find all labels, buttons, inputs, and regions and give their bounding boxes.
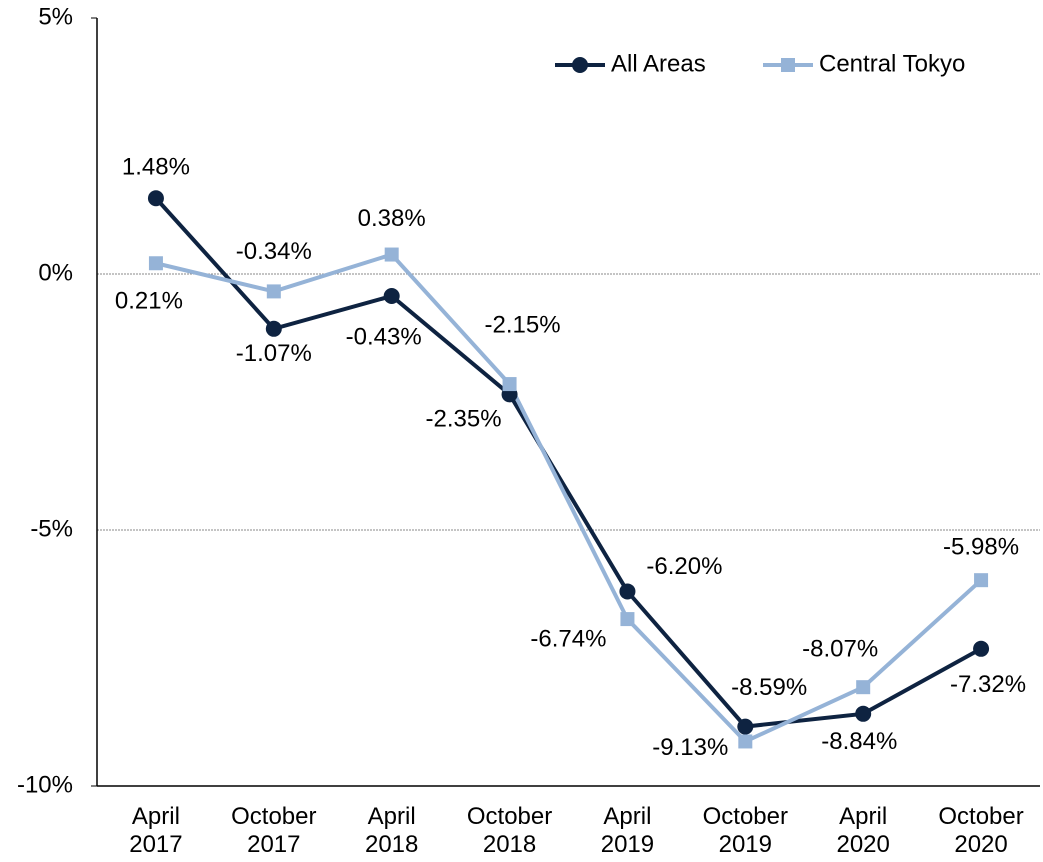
data-label: -0.34% (236, 238, 312, 265)
data-label: -6.74% (530, 625, 606, 652)
marker (147, 190, 164, 207)
marker (856, 680, 871, 695)
data-label: -8.07% (802, 636, 878, 663)
x-tick-label: October 2019 (703, 803, 788, 858)
marker (620, 612, 635, 627)
data-label: 0.21% (115, 288, 183, 315)
legend-marker (572, 57, 588, 73)
data-label: 0.38% (358, 205, 426, 232)
marker (855, 705, 872, 722)
x-tick-label: October 2017 (231, 803, 316, 858)
data-label: -0.43% (346, 323, 422, 350)
marker (148, 256, 163, 271)
data-label: -8.84% (821, 728, 897, 755)
y-tick-label: 0% (38, 259, 73, 286)
marker (265, 320, 282, 337)
marker (738, 734, 753, 749)
x-tick-label: April 2018 (365, 803, 418, 858)
marker (619, 583, 636, 600)
marker (502, 377, 517, 392)
series-line (155, 252, 983, 744)
data-label: -2.35% (426, 406, 502, 433)
y-tick-label: 5% (38, 3, 73, 30)
data-label: -1.07% (236, 340, 312, 367)
data-label: 1.48% (122, 154, 190, 181)
series-line (154, 196, 983, 729)
data-label: -2.15% (485, 311, 561, 338)
marker (974, 573, 989, 588)
marker (383, 288, 400, 305)
data-label: -9.13% (652, 734, 728, 761)
y-tick-label: -10% (17, 771, 73, 798)
x-tick-label: October 2020 (938, 803, 1023, 858)
y-tick-label: -5% (30, 515, 73, 542)
x-tick-label: April 2020 (836, 803, 889, 858)
legend-label: All Areas (611, 50, 706, 77)
marker (737, 718, 754, 735)
marker (266, 284, 281, 299)
data-label: -8.59% (731, 674, 807, 701)
legend-marker (781, 58, 795, 72)
legend-label: Central Tokyo (819, 50, 965, 77)
data-label: -6.20% (646, 553, 722, 580)
marker (384, 247, 399, 262)
data-label: -7.32% (950, 671, 1026, 698)
marker (973, 640, 990, 657)
x-tick-label: April 2019 (601, 803, 654, 858)
x-tick-label: October 2018 (467, 803, 552, 858)
x-tick-label: April 2017 (129, 803, 182, 858)
data-label: -5.98% (943, 534, 1019, 561)
